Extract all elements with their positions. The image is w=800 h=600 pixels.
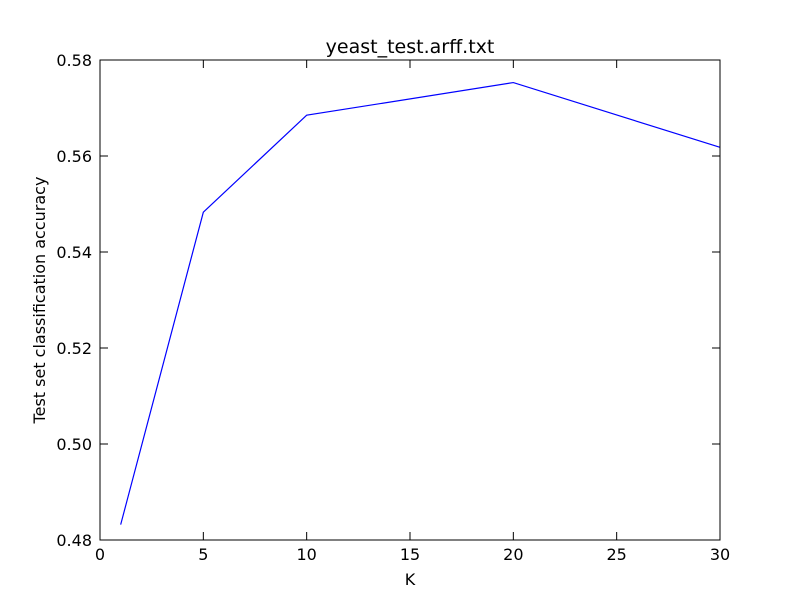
- y-tick-label: 0.48: [56, 531, 92, 550]
- plot-frame: [99, 59, 721, 541]
- y-axis-label: Test set classification accuracy: [30, 177, 49, 425]
- y-tick-label: 0.50: [56, 435, 92, 454]
- y-tick-label: 0.52: [56, 339, 92, 358]
- x-tick-label: 15: [400, 545, 420, 564]
- x-tick-label: 30: [710, 545, 730, 564]
- x-tick-label: 0: [95, 545, 105, 564]
- x-tick-label: 10: [296, 545, 316, 564]
- x-axis-label: K: [405, 570, 416, 589]
- x-tick-label: 25: [606, 545, 626, 564]
- y-tick-label: 0.56: [56, 147, 92, 166]
- y-tick-label: 0.58: [56, 51, 92, 70]
- series-line-0: [120, 81, 721, 525]
- plot-layer: [120, 81, 721, 525]
- x-tick-label: 20: [503, 545, 523, 564]
- chart-title: yeast_test.arff.txt: [326, 36, 495, 58]
- x-tick-label: 5: [198, 545, 208, 564]
- tick-layer: 0 5 10 15 20 25 30 0.48 0.50 0.52 0.54 0.56 0.58: [56, 51, 730, 564]
- y-tick-label: 0.54: [56, 243, 92, 262]
